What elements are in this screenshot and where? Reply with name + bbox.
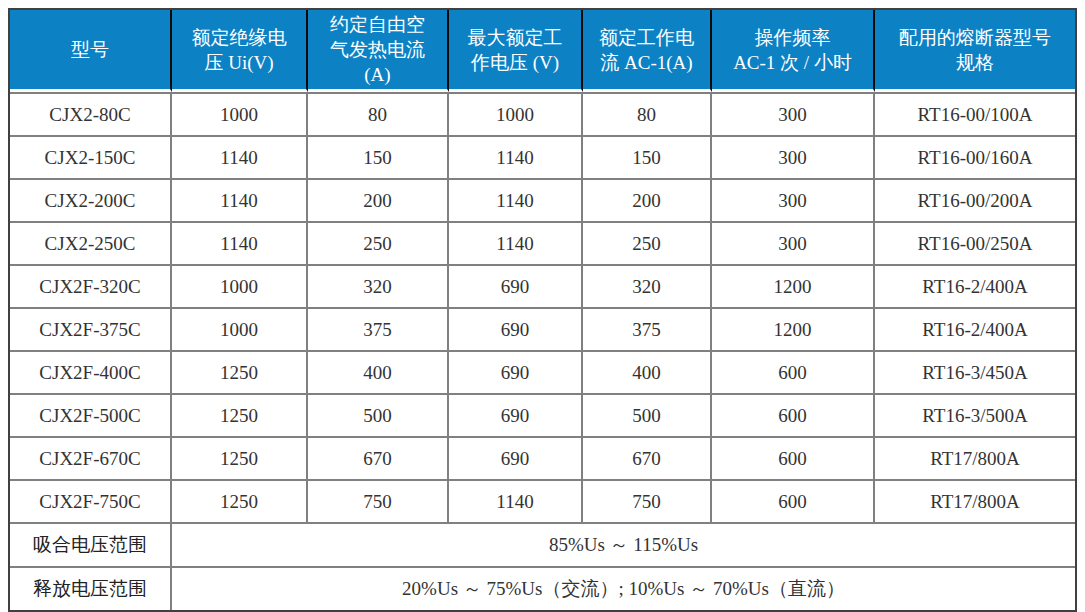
value-cell: 1250: [172, 436, 308, 479]
model-cell: CJX2-200C: [10, 178, 172, 221]
value-cell: 1140: [449, 178, 583, 221]
page: 型号 额定绝缘电 压 Ui(V) 约定自由空 气发热电流 (A) 最大额定工 作…: [0, 0, 1085, 612]
value-cell: 375: [583, 307, 712, 350]
value-cell: 200: [583, 178, 712, 221]
value-cell: 1000: [449, 92, 583, 135]
model-cell: CJX2F-750C: [10, 479, 172, 522]
value-cell: 300: [712, 135, 875, 178]
col-header-max-working-voltage: 最大额定工 作电压 (V): [449, 10, 583, 92]
pickup-voltage-label: 吸合电压范围: [10, 522, 172, 566]
value-cell: 1250: [172, 393, 308, 436]
table-row: CJX2-80C 1000 80 1000 80 300 RT16-00/100…: [10, 92, 1075, 135]
value-cell: 750: [308, 479, 449, 522]
value-cell: 1250: [172, 479, 308, 522]
value-cell: 150: [583, 135, 712, 178]
value-cell: 1140: [172, 221, 308, 264]
value-cell: 1000: [172, 264, 308, 307]
table-row: CJX2F-400C 1250 400 690 400 600 RT16-3/4…: [10, 350, 1075, 393]
value-cell: 320: [583, 264, 712, 307]
pickup-voltage-row: 吸合电压范围 85%Us ～ 115%Us: [10, 522, 1075, 566]
value-cell: 1200: [712, 264, 875, 307]
value-cell: 1140: [449, 135, 583, 178]
col-header-rated-insulation-voltage: 额定绝缘电 压 Ui(V): [172, 10, 308, 92]
model-cell: CJX2-80C: [10, 92, 172, 135]
value-cell: 150: [308, 135, 449, 178]
value-cell: 200: [308, 178, 449, 221]
value-cell: 1000: [172, 92, 308, 135]
table-row: CJX2F-500C 1250 500 690 500 600 RT16-3/5…: [10, 393, 1075, 436]
value-cell: 1140: [449, 221, 583, 264]
value-cell: 1200: [712, 307, 875, 350]
value-cell: 1000: [172, 307, 308, 350]
value-cell: 750: [583, 479, 712, 522]
value-cell: 670: [583, 436, 712, 479]
value-cell: 670: [308, 436, 449, 479]
model-cell: CJX2-250C: [10, 221, 172, 264]
value-cell: 500: [308, 393, 449, 436]
value-cell: 600: [712, 393, 875, 436]
table-row: CJX2-150C 1140 150 1140 150 300 RT16-00/…: [10, 135, 1075, 178]
model-cell: CJX2F-400C: [10, 350, 172, 393]
release-voltage-value: 20%Us ～ 75%Us（交流）; 10%Us ～ 70%Us（直流）: [172, 566, 1075, 610]
value-cell: 500: [583, 393, 712, 436]
value-cell: 690: [449, 393, 583, 436]
contactor-spec-table: 型号 额定绝缘电 压 Ui(V) 约定自由空 气发热电流 (A) 最大额定工 作…: [8, 8, 1077, 612]
fuse-cell: RT16-00/250A: [875, 221, 1075, 264]
value-cell: 250: [308, 221, 449, 264]
value-cell: 1140: [449, 479, 583, 522]
header-row: 型号 额定绝缘电 压 Ui(V) 约定自由空 气发热电流 (A) 最大额定工 作…: [10, 10, 1075, 92]
table-row: CJX2F-320C 1000 320 690 320 1200 RT16-2/…: [10, 264, 1075, 307]
fuse-cell: RT16-00/200A: [875, 178, 1075, 221]
fuse-cell: RT16-2/400A: [875, 307, 1075, 350]
value-cell: 320: [308, 264, 449, 307]
model-cell: CJX2F-500C: [10, 393, 172, 436]
col-header-free-air-thermal-current: 约定自由空 气发热电流 (A): [308, 10, 449, 92]
release-voltage-label: 释放电压范围: [10, 566, 172, 610]
value-cell: 300: [712, 221, 875, 264]
fuse-cell: RT16-3/450A: [875, 350, 1075, 393]
fuse-cell: RT17/800A: [875, 479, 1075, 522]
fuse-cell: RT17/800A: [875, 436, 1075, 479]
value-cell: 690: [449, 436, 583, 479]
release-voltage-row: 释放电压范围 20%Us ～ 75%Us（交流）; 10%Us ～ 70%Us（…: [10, 566, 1075, 610]
value-cell: 300: [712, 92, 875, 135]
table-row: CJX2F-670C 1250 670 690 670 600 RT17/800…: [10, 436, 1075, 479]
col-header-rated-working-current: 额定工作电 流 AC-1(A): [583, 10, 712, 92]
table-row: CJX2-250C 1140 250 1140 250 300 RT16-00/…: [10, 221, 1075, 264]
col-header-fuse-model: 配用的熔断器型号 规格: [875, 10, 1075, 92]
value-cell: 400: [583, 350, 712, 393]
table-row: CJX2-200C 1140 200 1140 200 300 RT16-00/…: [10, 178, 1075, 221]
value-cell: 250: [583, 221, 712, 264]
table-row: CJX2F-375C 1000 375 690 375 1200 RT16-2/…: [10, 307, 1075, 350]
fuse-cell: RT16-2/400A: [875, 264, 1075, 307]
value-cell: 690: [449, 350, 583, 393]
fuse-cell: RT16-00/160A: [875, 135, 1075, 178]
value-cell: 600: [712, 479, 875, 522]
fuse-cell: RT16-3/500A: [875, 393, 1075, 436]
model-cell: CJX2F-320C: [10, 264, 172, 307]
model-cell: CJX2F-670C: [10, 436, 172, 479]
value-cell: 690: [449, 264, 583, 307]
value-cell: 1250: [172, 350, 308, 393]
value-cell: 80: [308, 92, 449, 135]
table-row: CJX2F-750C 1250 750 1140 750 600 RT17/80…: [10, 479, 1075, 522]
value-cell: 375: [308, 307, 449, 350]
value-cell: 1140: [172, 135, 308, 178]
value-cell: 400: [308, 350, 449, 393]
value-cell: 300: [712, 178, 875, 221]
col-header-model: 型号: [10, 10, 172, 92]
value-cell: 80: [583, 92, 712, 135]
value-cell: 600: [712, 350, 875, 393]
col-header-operating-frequency: 操作频率 AC-1 次 / 小时: [712, 10, 875, 92]
model-cell: CJX2-150C: [10, 135, 172, 178]
value-cell: 690: [449, 307, 583, 350]
value-cell: 1140: [172, 178, 308, 221]
fuse-cell: RT16-00/100A: [875, 92, 1075, 135]
model-cell: CJX2F-375C: [10, 307, 172, 350]
value-cell: 600: [712, 436, 875, 479]
pickup-voltage-value: 85%Us ～ 115%Us: [172, 522, 1075, 566]
